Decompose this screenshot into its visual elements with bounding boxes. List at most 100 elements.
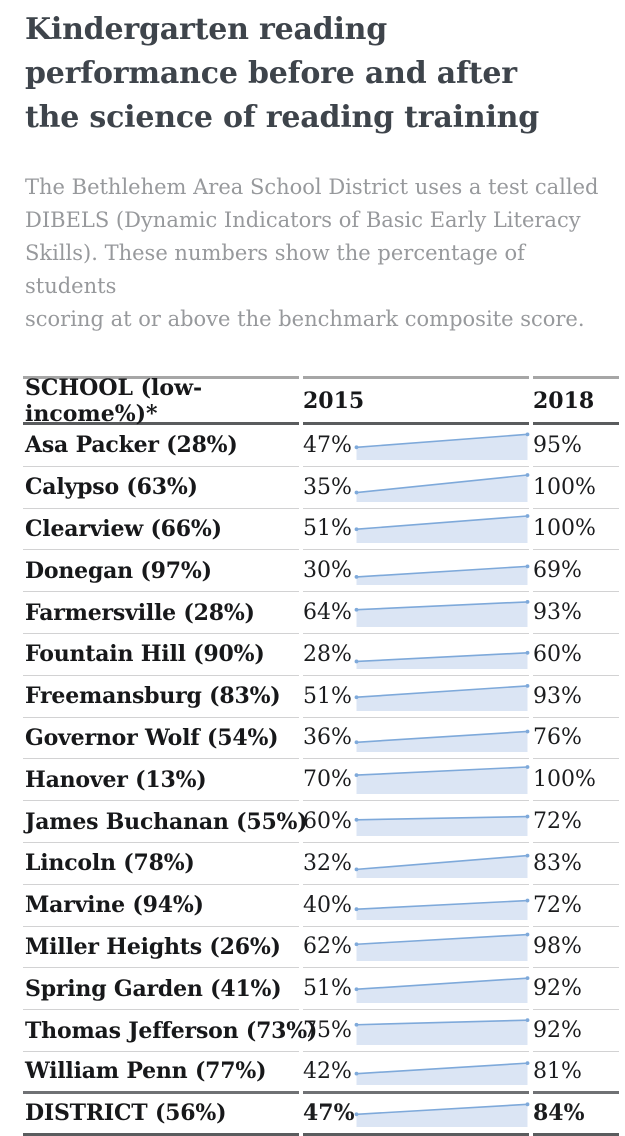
page-title: Kindergarten reading performance before … [25,12,540,135]
endpoint-2015-dot [354,659,359,664]
value-2018: 69% [533,558,582,584]
table-row: Governor Wolf (54%) 36% 76% [23,718,619,760]
endpoint-2018-dot [525,853,530,858]
value-2018: 81% [533,1058,582,1084]
endpoint-2015-dot [354,773,359,778]
value-2018: 93% [533,683,582,709]
table-row: Marvine (94%) 40% 72% [23,885,619,927]
slope-line [356,731,528,744]
school-label: Thomas Jefferson (73%) [25,1017,318,1044]
table-row: Calypso (63%) 35% 100% [23,467,619,509]
school-label: Asa Packer (28%) [25,432,238,459]
endpoint-2015-dot [354,740,359,745]
school-label: Farmersville (28%) [25,599,255,626]
table-row: Thomas Jefferson (73%) 75% 92% [23,1010,619,1052]
endpoint-2018-dot [525,599,530,604]
endpoint-2018-dot [525,1018,530,1023]
endpoint-2015-dot [354,527,359,532]
value-2015: 30% [303,558,352,584]
endpoint-2018-dot [525,932,530,937]
table-row: Farmersville (28%) 64% 93% [23,592,619,634]
value-2015: 47% [303,1100,355,1127]
slope-area [356,731,528,753]
slope-chart [354,729,530,753]
slope-chart [354,1060,530,1085]
slope-line [356,815,528,821]
slope-line [356,766,528,777]
school-label: Calypso (63%) [25,474,198,501]
slope-chart [354,765,530,795]
school-label: Donegan (97%) [25,557,212,584]
value-2015: 35% [303,474,352,500]
value-2015: 62% [303,934,352,960]
slope-area [356,978,528,1004]
slope-area [356,685,528,711]
endpoint-2015-dot [354,942,359,947]
endpoint-2018-dot [525,976,530,981]
value-2018: 83% [533,850,582,876]
slope-area [356,816,528,836]
slope-area [356,1020,528,1045]
slope-chart [354,814,530,836]
slope-chart [354,1018,530,1045]
slope-area [356,900,528,920]
value-2015: 32% [303,850,352,876]
column-header-2018: 2018 [533,376,619,425]
performance-table: SCHOOL (low-income%)* 2015 2018 Asa Pack… [23,375,619,1136]
value-2018: 92% [533,1018,582,1044]
value-2018: 100% [533,516,596,542]
school-label: Lincoln (78%) [25,850,195,877]
endpoint-2018-dot [525,514,530,519]
endpoint-2018-dot [525,683,530,688]
endpoint-2015-dot [354,817,359,822]
value-2015: 40% [303,892,352,918]
table-row: Asa Packer (28%) 47% 95% [23,425,619,467]
slope-chart [354,472,530,502]
endpoint-2015-dot [354,607,359,612]
slope-chart [354,932,530,962]
slope-area [356,474,528,502]
slope-area [356,934,528,962]
endpoint-2018-dot [525,898,530,903]
value-2015: 64% [303,600,352,626]
value-2015: 60% [303,809,352,835]
value-2018: 72% [533,809,582,835]
table-row: Freemansburg (83%) 51% 93% [23,676,619,718]
value-2015: 75% [303,1018,352,1044]
slope-line [356,651,528,663]
value-2015: 51% [303,683,352,709]
slope-line [356,934,528,946]
table-row: Fountain Hill (90%) 28% 60% [23,634,619,676]
table-row: DISTRICT (56%) 47% 84% [23,1094,619,1136]
value-2018: 98% [533,934,582,960]
table-row: Clearview (66%) 51% 100% [23,509,619,551]
value-2018: 92% [533,976,582,1002]
slope-line [356,854,528,870]
endpoint-2018-dot [525,472,530,477]
school-label: Clearview (66%) [25,515,222,542]
value-2018: 100% [533,474,596,500]
table-row: William Penn (77%) 42% 81% [23,1052,619,1094]
slope-line [356,473,528,493]
slope-line [356,433,528,448]
slope-area [356,516,528,544]
slope-line [356,1062,528,1075]
slope-chart [354,683,530,711]
endpoint-2015-dot [354,490,359,495]
slope-chart [354,432,530,460]
column-header-school: SCHOOL (low-income%)* [23,375,299,427]
endpoint-2015-dot [354,575,359,579]
endpoint-2015-dot [354,867,359,872]
endpoint-2015-dot [354,445,359,450]
table-row: Donegan (97%) 30% 69% [23,550,619,593]
table-row: Miller Heights (26%) 62% 98% [23,927,619,969]
table-row: Hanover (13%) 70% 100% [23,759,619,802]
table-header-row: SCHOOL (low-income%)* 2015 2018 [23,375,619,427]
slope-area [356,1103,528,1127]
endpoint-2018-dot [525,564,530,569]
slope-chart [354,599,530,627]
value-2018: 100% [533,767,596,793]
column-header-2015: 2015 [303,376,529,425]
value-2018: 95% [533,432,582,458]
endpoint-2018-dot [525,765,530,770]
